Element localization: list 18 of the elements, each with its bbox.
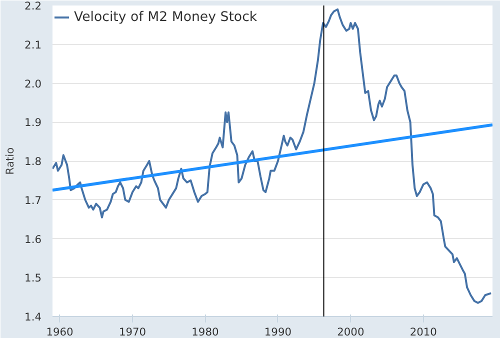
y-tick-label: 1.8 — [24, 155, 42, 168]
y-tick-label: 1.7 — [24, 194, 42, 207]
x-tick-label: 1960 — [46, 326, 74, 338]
y-tick-label: 2.1 — [24, 38, 42, 52]
y-tick-label: 1.9 — [24, 116, 42, 130]
y-tick-label: 1.5 — [24, 272, 42, 285]
y-tick-label: 2.2 — [24, 0, 42, 12]
y-tick-label: 1.4 — [24, 310, 42, 324]
y-tick-label: 1.6 — [24, 232, 42, 246]
x-tick-label: 1980 — [192, 326, 220, 338]
x-tick-label: 2000 — [337, 326, 364, 338]
x-tick-label: 1990 — [264, 326, 292, 338]
legend-label: Velocity of M2 Money Stock — [74, 10, 258, 24]
x-tick-label: 2010 — [410, 326, 438, 338]
line-series — [52, 8, 492, 304]
x-tick-label: 1970 — [118, 326, 146, 338]
y-axis-title: Ratio — [4, 147, 17, 175]
y-tick-label: 2.0 — [24, 77, 42, 90]
